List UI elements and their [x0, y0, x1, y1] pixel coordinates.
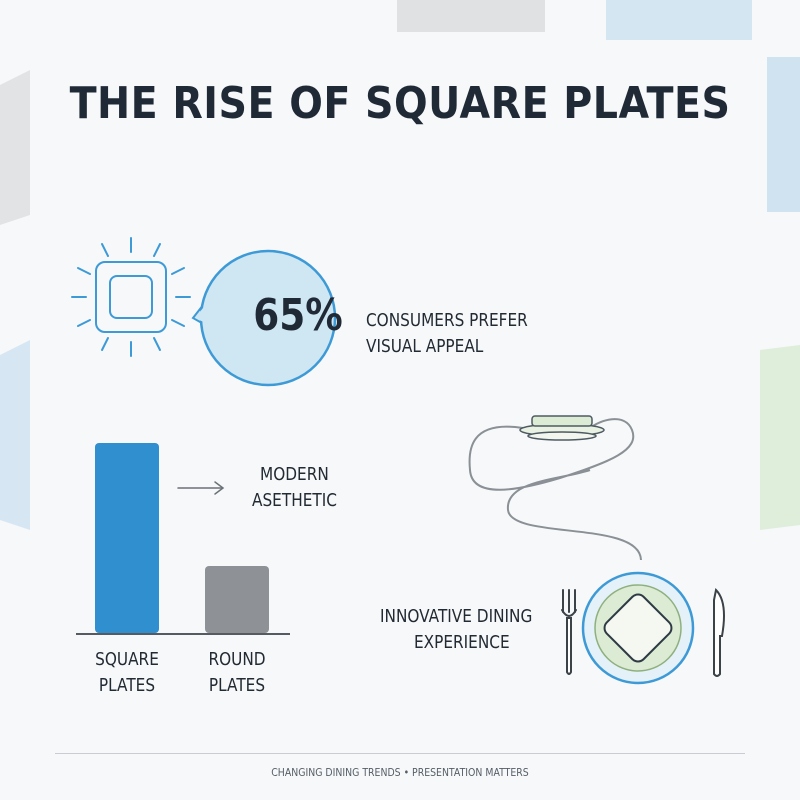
knife-icon [713, 587, 725, 677]
bar-label-round-line1: ROUND [208, 649, 266, 670]
bars-note-line1: MODERN [260, 464, 329, 485]
flow-path [468, 418, 642, 561]
bar-round-plates [205, 566, 269, 633]
deco-block-top-blue [606, 0, 752, 40]
bar-label-square-line2: PLATES [98, 675, 156, 696]
dining-caption-line2: EXPERIENCE [414, 632, 510, 653]
stat-value: 65% [253, 290, 343, 341]
square-plate-sun-icon [71, 237, 191, 357]
dining-caption-line1: INNOVATIVE DINING [380, 606, 533, 627]
bar-label-round-line2: PLATES [208, 675, 266, 696]
footer-text: CHANGING DINING TRENDS • PRESENTATION MA… [271, 766, 529, 779]
plate-stack-icon [519, 415, 605, 441]
deco-block-top-gray [397, 0, 545, 32]
bar-label-square-line1: SQUARE [95, 649, 159, 670]
stat-caption-line1: CONSUMERS PREFER [366, 310, 528, 331]
speech-bubble-icon [191, 249, 337, 387]
bar-square-plates [95, 443, 159, 633]
square-plate-icon [581, 571, 695, 685]
footer-divider [55, 753, 745, 754]
arrow-right-icon [177, 481, 225, 495]
page-title: THE RISE OF SQUARE PLATES [69, 78, 731, 129]
fork-icon [561, 589, 577, 675]
stat-caption-line2: VISUAL APPEAL [366, 336, 484, 357]
deco-block-right-blue [767, 57, 800, 212]
bars-note-line2: ASETHETIC [252, 490, 337, 511]
